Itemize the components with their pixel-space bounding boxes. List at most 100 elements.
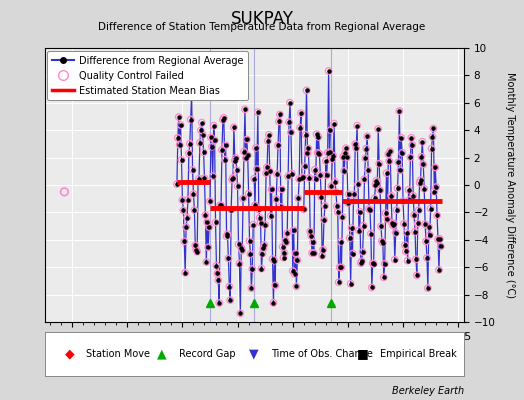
Point: [307, 232, 315, 239]
Point: [218, 147, 226, 153]
Point: [246, 251, 255, 257]
Point: [304, 145, 313, 152]
Point: [379, 274, 388, 280]
Point: [368, 260, 377, 266]
Point: [321, 203, 329, 209]
Text: SUKPAY: SUKPAY: [231, 10, 293, 28]
Point: [431, 164, 440, 171]
Point: [176, 142, 184, 148]
Point: [288, 170, 296, 177]
Point: [260, 242, 268, 248]
Point: [202, 259, 211, 265]
Point: [318, 252, 326, 259]
Point: [345, 235, 354, 241]
Point: [358, 249, 367, 255]
Point: [401, 242, 409, 248]
Point: [349, 198, 357, 204]
Point: [348, 250, 357, 257]
Point: [209, 173, 217, 179]
Point: [389, 222, 397, 229]
Point: [316, 172, 324, 178]
Point: [222, 233, 231, 240]
Point: [324, 68, 333, 74]
Point: [395, 108, 403, 114]
Point: [347, 225, 356, 231]
Point: [181, 270, 189, 276]
Point: [423, 255, 431, 261]
Point: [281, 237, 290, 244]
Point: [282, 239, 290, 246]
Point: [355, 227, 363, 234]
Point: [407, 134, 416, 141]
Point: [188, 90, 196, 96]
Point: [369, 261, 378, 267]
Point: [238, 247, 246, 254]
Point: [271, 282, 279, 288]
Point: [413, 220, 422, 227]
Point: [256, 220, 265, 226]
Point: [287, 129, 295, 136]
Point: [262, 170, 270, 176]
Point: [304, 145, 313, 152]
Point: [181, 270, 189, 276]
Point: [208, 144, 216, 150]
Point: [273, 171, 281, 177]
Point: [223, 231, 232, 237]
Point: [199, 132, 207, 138]
Point: [221, 156, 229, 163]
Point: [356, 208, 364, 215]
Point: [353, 122, 361, 129]
Point: [428, 145, 436, 152]
Point: [362, 145, 370, 152]
Point: [272, 196, 280, 202]
Text: Difference of Station Temperature Data from Regional Average: Difference of Station Temperature Data f…: [99, 22, 425, 32]
Point: [417, 154, 425, 160]
Point: [211, 219, 220, 226]
Point: [237, 244, 245, 251]
Point: [427, 205, 435, 212]
Point: [232, 155, 240, 161]
Point: [297, 110, 305, 116]
Point: [397, 134, 406, 141]
Point: [413, 220, 422, 227]
Point: [401, 242, 409, 248]
Point: [398, 150, 406, 156]
Point: [207, 134, 215, 141]
Point: [313, 150, 322, 156]
Point: [228, 176, 236, 183]
Point: [185, 140, 194, 147]
Point: [274, 142, 282, 149]
Point: [267, 186, 276, 192]
Point: [364, 167, 373, 174]
Point: [183, 214, 191, 221]
Point: [300, 163, 309, 170]
Point: [234, 241, 243, 248]
Point: [263, 164, 271, 170]
Y-axis label: Monthly Temperature Anomaly Difference (°C): Monthly Temperature Anomaly Difference (…: [505, 72, 515, 298]
Point: [279, 254, 288, 261]
Point: [389, 222, 397, 229]
Point: [418, 138, 427, 145]
Point: [421, 221, 429, 228]
Point: [275, 118, 283, 125]
Point: [252, 144, 260, 151]
Point: [314, 134, 323, 140]
Point: [226, 297, 234, 303]
Point: [239, 195, 247, 202]
Point: [365, 206, 373, 212]
Point: [359, 222, 368, 229]
Point: [361, 155, 369, 162]
Point: [361, 176, 369, 182]
Point: [270, 258, 279, 264]
Point: [390, 256, 399, 263]
Point: [402, 230, 411, 236]
Point: [236, 310, 245, 316]
Point: [275, 118, 283, 125]
Text: Berkeley Earth: Berkeley Earth: [391, 386, 464, 396]
Point: [312, 131, 321, 137]
Point: [429, 125, 438, 132]
Point: [229, 174, 237, 181]
Point: [342, 145, 350, 151]
Point: [299, 174, 307, 180]
Point: [308, 250, 316, 256]
